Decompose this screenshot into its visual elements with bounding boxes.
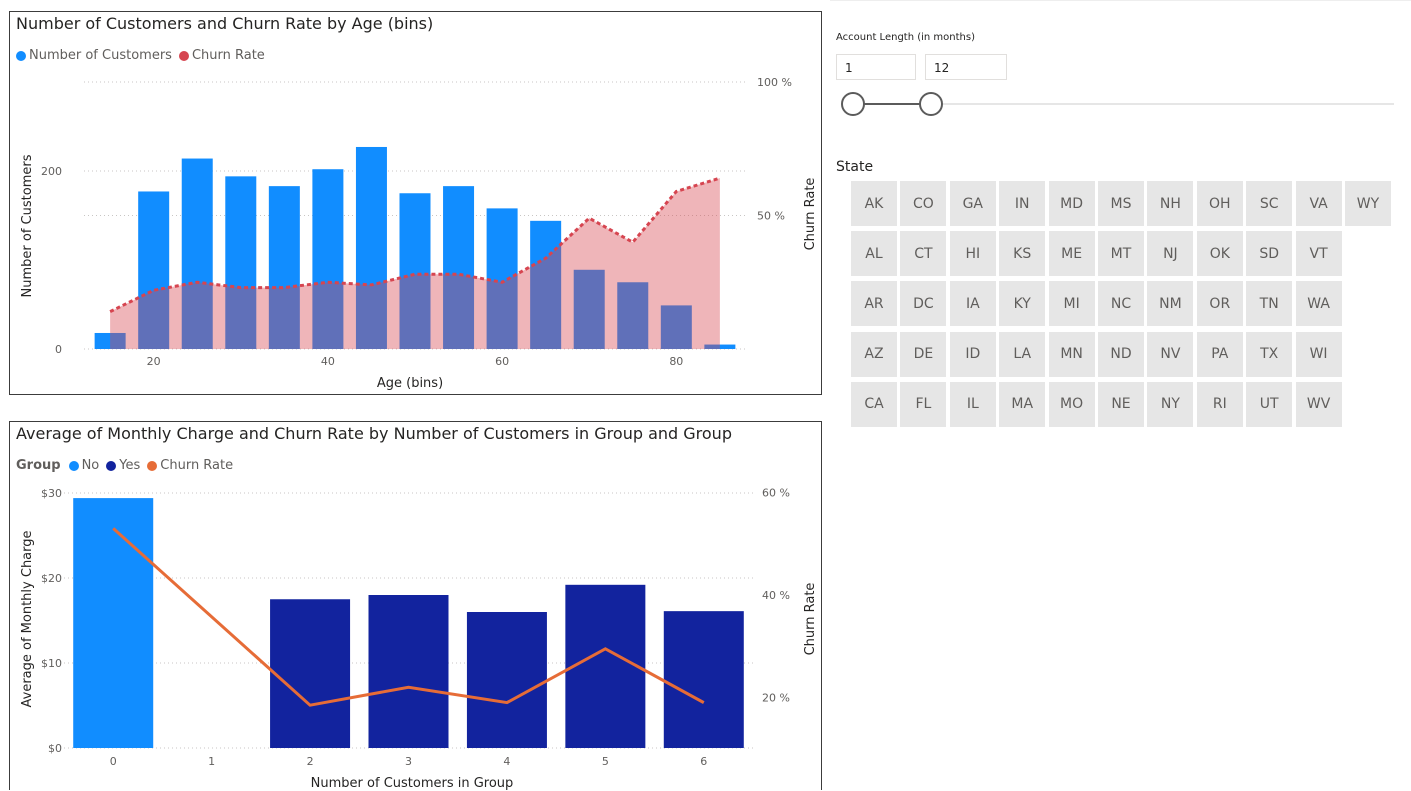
state-button-il[interactable]: IL [950,382,996,427]
state-button-ct[interactable]: CT [900,231,946,276]
x-tick-label: 4 [503,755,510,768]
state-button-ut[interactable]: UT [1246,382,1292,427]
y-tick-label: $20 [41,572,62,585]
state-button-nc[interactable]: NC [1098,281,1144,326]
state-button-mi[interactable]: MI [1049,281,1095,326]
state-button-al[interactable]: AL [851,231,897,276]
y2-axis-label: Churn Rate [803,583,818,656]
bar-yes [565,585,645,748]
x-tick-label: 80 [669,355,683,368]
bar-yes [270,599,350,748]
slider-max-handle[interactable] [919,92,943,116]
x-tick-label: 40 [321,355,335,368]
x-tick-label: 60 [495,355,509,368]
state-button-dc[interactable]: DC [900,281,946,326]
header-divider [830,0,1411,1]
y-tick-label: $10 [41,657,62,670]
y-axis-label: Average of Monthly Charge [20,530,35,707]
y-tick-label: 0 [55,343,62,356]
x-tick-label: 2 [307,755,314,768]
state-button-ne[interactable]: NE [1098,382,1144,427]
state-button-ga[interactable]: GA [950,181,996,226]
state-button-ms[interactable]: MS [1098,181,1144,226]
state-button-mo[interactable]: MO [1049,382,1095,427]
charge-chart-plot: $0 $10 $20 $30 20 % 40 % 60 % 0 1 2 3 4 5 6 Number of … [10,422,823,791]
state-button-wv[interactable]: WV [1296,382,1342,427]
state-button-oh[interactable]: OH [1197,181,1243,226]
state-button-wy[interactable]: WY [1345,181,1391,226]
state-button-in[interactable]: IN [999,181,1045,226]
y2-axis-label: Churn Rate [803,178,818,251]
state-button-ok[interactable]: OK [1197,231,1243,276]
state-button-ak[interactable]: AK [851,181,897,226]
state-button-id[interactable]: ID [950,332,996,377]
state-button-or[interactable]: OR [1197,281,1243,326]
bar-yes [467,612,547,748]
account-length-min-input[interactable]: 1 [836,54,916,80]
state-button-co[interactable]: CO [900,181,946,226]
charge-chart-visual: Average of Monthly Charge and Churn Rate… [9,421,822,790]
state-button-me[interactable]: ME [1049,231,1095,276]
state-button-ca[interactable]: CA [851,382,897,427]
state-button-de[interactable]: DE [900,332,946,377]
y2-tick-label: 40 % [762,589,790,602]
state-button-tn[interactable]: TN [1246,281,1292,326]
state-button-nj[interactable]: NJ [1147,231,1193,276]
y2-tick-label: 50 % [757,210,785,223]
account-length-max-input[interactable]: 12 [925,54,1007,80]
state-title: State [836,159,873,175]
state-button-mn[interactable]: MN [1049,332,1095,377]
x-axis-label: Number of Customers in Group [311,776,514,791]
state-button-nv[interactable]: NV [1147,332,1193,377]
x-tick-label: 0 [110,755,117,768]
state-button-ma[interactable]: MA [999,382,1045,427]
x-tick-label: 3 [405,755,412,768]
y-tick-label: 200 [41,165,62,178]
slider-min-handle[interactable] [841,92,865,116]
age-chart-visual: Number of Customers and Churn Rate by Ag… [9,11,822,395]
y-axis-label: Number of Customers [20,154,35,297]
bar-yes [369,595,449,748]
state-button-ny[interactable]: NY [1147,382,1193,427]
state-button-fl[interactable]: FL [900,382,946,427]
state-button-md[interactable]: MD [1049,181,1095,226]
y2-tick-label: 20 % [762,692,790,705]
state-button-ky[interactable]: KY [999,281,1045,326]
y-tick-label: $30 [41,487,62,500]
state-button-sc[interactable]: SC [1246,181,1292,226]
bar-no [73,498,153,748]
state-button-la[interactable]: LA [999,332,1045,377]
state-button-ri[interactable]: RI [1197,382,1243,427]
state-button-vt[interactable]: VT [1296,231,1342,276]
state-button-ks[interactable]: KS [999,231,1045,276]
state-button-mt[interactable]: MT [1098,231,1144,276]
x-tick-label: 20 [147,355,161,368]
x-tick-label: 6 [700,755,707,768]
state-button-az[interactable]: AZ [851,332,897,377]
y2-tick-label: 100 % [757,76,792,89]
state-button-pa[interactable]: PA [1197,332,1243,377]
state-button-nm[interactable]: NM [1147,281,1193,326]
state-button-va[interactable]: VA [1296,181,1342,226]
y2-tick-label: 60 % [762,487,790,500]
state-button-ar[interactable]: AR [851,281,897,326]
account-length-title: Account Length (in months) [836,32,975,43]
x-tick-label: 1 [208,755,215,768]
bar-yes [664,611,744,748]
state-button-nh[interactable]: NH [1147,181,1193,226]
state-button-sd[interactable]: SD [1246,231,1292,276]
state-button-hi[interactable]: HI [950,231,996,276]
y-tick-label: $0 [48,742,62,755]
x-axis-label: Age (bins) [377,376,443,391]
state-button-ia[interactable]: IA [950,281,996,326]
state-button-tx[interactable]: TX [1246,332,1292,377]
x-tick-label: 5 [602,755,609,768]
state-button-wi[interactable]: WI [1296,332,1342,377]
state-button-wa[interactable]: WA [1296,281,1342,326]
state-button-nd[interactable]: ND [1098,332,1144,377]
